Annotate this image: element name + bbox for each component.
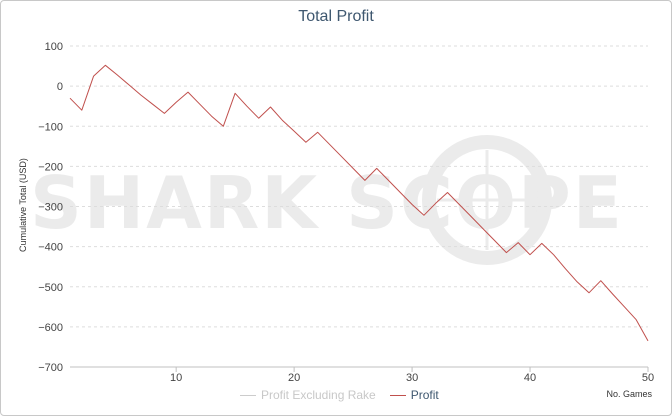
legend-item-profit-excluding-rake[interactable]: Profit Excluding Rake	[240, 388, 376, 402]
axis-labels: 100 0 −100 −200 −300 −400 −500 −600 −700 10 20 30 40…	[18, 41, 654, 399]
watermark-scope-ring	[422, 135, 552, 265]
x-axis-title: No. Games	[606, 389, 652, 399]
y-tick-label: 0	[57, 81, 63, 93]
legend: Profit Excluding Rake Profit	[240, 388, 453, 402]
legend-swatch	[240, 394, 256, 396]
x-tick-label: 50	[642, 372, 654, 384]
series	[69, 64, 649, 342]
y-tick-label: 100	[45, 41, 63, 53]
x-tick-label: 40	[524, 372, 536, 384]
y-tick-label: −600	[38, 322, 63, 334]
watermark: SHARK SCOPE	[30, 135, 624, 265]
legend-swatch	[389, 394, 406, 396]
y-tick-label: −300	[38, 202, 63, 214]
legend-label: Profit	[410, 388, 439, 402]
y-tick-label: −200	[38, 161, 63, 173]
y-tick-label: −100	[38, 121, 63, 133]
legend-label: Profit Excluding Rake	[261, 388, 376, 402]
grid	[70, 45, 648, 368]
series-line-profit	[69, 64, 649, 342]
axes	[70, 366, 649, 372]
y-tick-label: −700	[38, 362, 63, 374]
y-axis-title: Cumulative Total (USD)	[18, 158, 28, 252]
watermark-text: SHARK SCOPE	[30, 161, 624, 245]
y-tick-label: −500	[38, 282, 63, 294]
x-tick-label: 10	[170, 372, 182, 384]
x-tick-label: 20	[288, 372, 300, 384]
chart-title: Total Profit	[298, 8, 374, 25]
x-tick-label: 30	[406, 372, 418, 384]
y-tick-label: −400	[38, 242, 63, 254]
legend-item-profit[interactable]: Profit	[389, 388, 439, 402]
